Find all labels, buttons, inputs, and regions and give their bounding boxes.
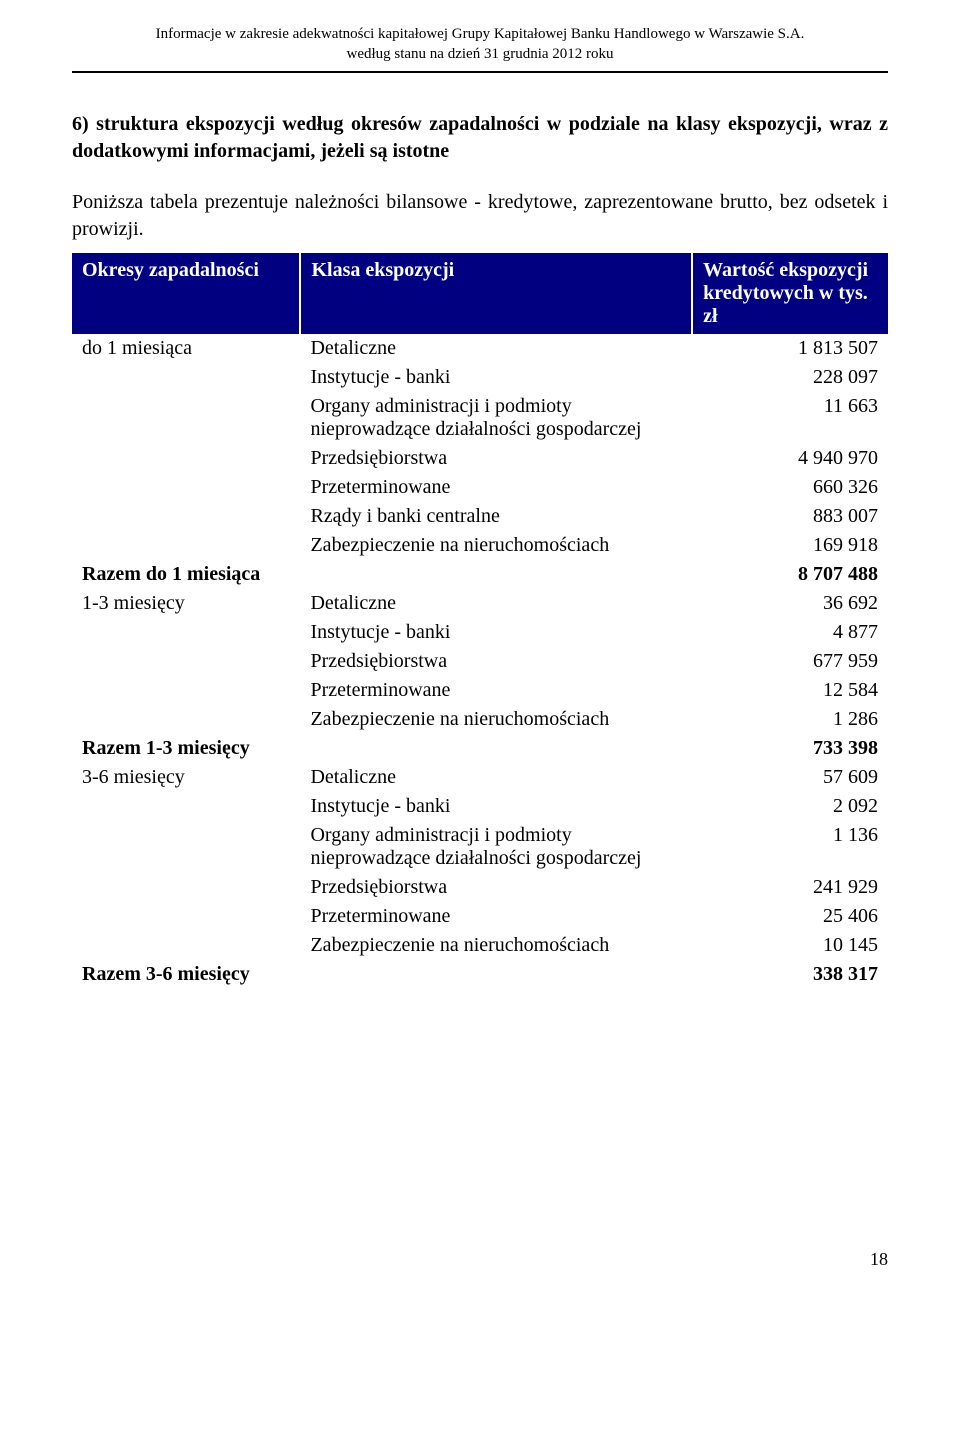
- cell-value: 4 877: [692, 618, 888, 647]
- table-row: Przeterminowane660 326: [72, 473, 888, 502]
- page-running-header: Informacje w zakresie adekwatności kapit…: [72, 24, 888, 65]
- cell-class: Przeterminowane: [300, 676, 692, 705]
- table-row: Zabezpieczenie na nieruchomościach169 91…: [72, 531, 888, 560]
- table-row: Razem do 1 miesiąca8 707 488: [72, 560, 888, 589]
- table-row: Przeterminowane25 406: [72, 902, 888, 931]
- table-body: do 1 miesiącaDetaliczne1 813 507Instytuc…: [72, 334, 888, 989]
- cell-value: 2 092: [692, 792, 888, 821]
- cell-value: 660 326: [692, 473, 888, 502]
- table-row: Instytucje - banki228 097: [72, 363, 888, 392]
- cell-period: [72, 444, 300, 473]
- cell-value: 4 940 970: [692, 444, 888, 473]
- cell-value: 12 584: [692, 676, 888, 705]
- cell-value: 228 097: [692, 363, 888, 392]
- cell-class: Przeterminowane: [300, 902, 692, 931]
- cell-period: [72, 931, 300, 960]
- header-line1: Informacje w zakresie adekwatności kapit…: [156, 26, 805, 42]
- cell-period: Razem 3-6 miesięcy: [72, 960, 692, 989]
- cell-class: Instytucje - banki: [300, 792, 692, 821]
- cell-period: 1-3 miesięcy: [72, 589, 300, 618]
- cell-period: [72, 873, 300, 902]
- cell-value: 169 918: [692, 531, 888, 560]
- page-number: 18: [72, 1249, 888, 1270]
- cell-value: 8 707 488: [692, 560, 888, 589]
- cell-period: [72, 647, 300, 676]
- section-title: 6) struktura ekspozycji według okresów z…: [72, 111, 888, 165]
- cell-class: Zabezpieczenie na nieruchomościach: [300, 531, 692, 560]
- col-value: Wartość ekspozycji kredytowych w tys. zł: [692, 253, 888, 334]
- cell-value: 1 813 507: [692, 334, 888, 363]
- cell-value: 57 609: [692, 763, 888, 792]
- cell-class: Organy administracji i podmioty nieprowa…: [300, 392, 692, 444]
- cell-value: 677 959: [692, 647, 888, 676]
- cell-period: Razem do 1 miesiąca: [72, 560, 692, 589]
- table-row: Przedsiębiorstwa4 940 970: [72, 444, 888, 473]
- table-row: do 1 miesiącaDetaliczne1 813 507: [72, 334, 888, 363]
- cell-period: [72, 705, 300, 734]
- cell-class: Instytucje - banki: [300, 363, 692, 392]
- cell-period: 3-6 miesięcy: [72, 763, 300, 792]
- cell-period: [72, 676, 300, 705]
- cell-period: [72, 502, 300, 531]
- cell-class: Detaliczne: [300, 589, 692, 618]
- table-row: Zabezpieczenie na nieruchomościach1 286: [72, 705, 888, 734]
- col-period: Okresy zapadalności: [72, 253, 300, 334]
- cell-period: [72, 473, 300, 502]
- cell-class: Zabezpieczenie na nieruchomościach: [300, 931, 692, 960]
- table-row: Zabezpieczenie na nieruchomościach10 145: [72, 931, 888, 960]
- cell-value: 25 406: [692, 902, 888, 931]
- cell-class: Przedsiębiorstwa: [300, 873, 692, 902]
- cell-class: Przedsiębiorstwa: [300, 444, 692, 473]
- cell-period: Razem 1-3 miesięcy: [72, 734, 692, 763]
- table-row: Przedsiębiorstwa677 959: [72, 647, 888, 676]
- cell-period: [72, 902, 300, 931]
- table-row: Razem 1-3 miesięcy733 398: [72, 734, 888, 763]
- intro-paragraph: Poniższa tabela prezentuje należności bi…: [72, 189, 888, 243]
- cell-period: [72, 792, 300, 821]
- cell-value: 36 692: [692, 589, 888, 618]
- cell-value: 1 136: [692, 821, 888, 873]
- exposure-table: Okresy zapadalności Klasa ekspozycji War…: [72, 253, 888, 989]
- header-divider: [72, 71, 888, 73]
- cell-class: Detaliczne: [300, 763, 692, 792]
- table-row: Instytucje - banki2 092: [72, 792, 888, 821]
- cell-class: Rządy i banki centralne: [300, 502, 692, 531]
- cell-value: 1 286: [692, 705, 888, 734]
- table-row: 1-3 miesięcyDetaliczne36 692: [72, 589, 888, 618]
- cell-value: 11 663: [692, 392, 888, 444]
- cell-value: 883 007: [692, 502, 888, 531]
- cell-class: Przeterminowane: [300, 473, 692, 502]
- col-class: Klasa ekspozycji: [300, 253, 692, 334]
- table-header-row: Okresy zapadalności Klasa ekspozycji War…: [72, 253, 888, 334]
- cell-period: [72, 821, 300, 873]
- table-row: Rządy i banki centralne883 007: [72, 502, 888, 531]
- cell-class: Instytucje - banki: [300, 618, 692, 647]
- cell-period: [72, 531, 300, 560]
- cell-period: [72, 363, 300, 392]
- cell-class: Detaliczne: [300, 334, 692, 363]
- table-row: Przedsiębiorstwa241 929: [72, 873, 888, 902]
- cell-period: do 1 miesiąca: [72, 334, 300, 363]
- cell-class: Przedsiębiorstwa: [300, 647, 692, 676]
- cell-value: 733 398: [692, 734, 888, 763]
- table-row: Organy administracji i podmioty nieprowa…: [72, 392, 888, 444]
- cell-period: [72, 618, 300, 647]
- cell-class: Zabezpieczenie na nieruchomościach: [300, 705, 692, 734]
- table-row: Organy administracji i podmioty nieprowa…: [72, 821, 888, 873]
- cell-period: [72, 392, 300, 444]
- table-row: Przeterminowane12 584: [72, 676, 888, 705]
- cell-class: Organy administracji i podmioty nieprowa…: [300, 821, 692, 873]
- cell-value: 10 145: [692, 931, 888, 960]
- cell-value: 241 929: [692, 873, 888, 902]
- header-line2: według stanu na dzień 31 grudnia 2012 ro…: [72, 44, 888, 64]
- cell-value: 338 317: [692, 960, 888, 989]
- table-row: Instytucje - banki4 877: [72, 618, 888, 647]
- table-row: 3-6 miesięcyDetaliczne57 609: [72, 763, 888, 792]
- table-row: Razem 3-6 miesięcy338 317: [72, 960, 888, 989]
